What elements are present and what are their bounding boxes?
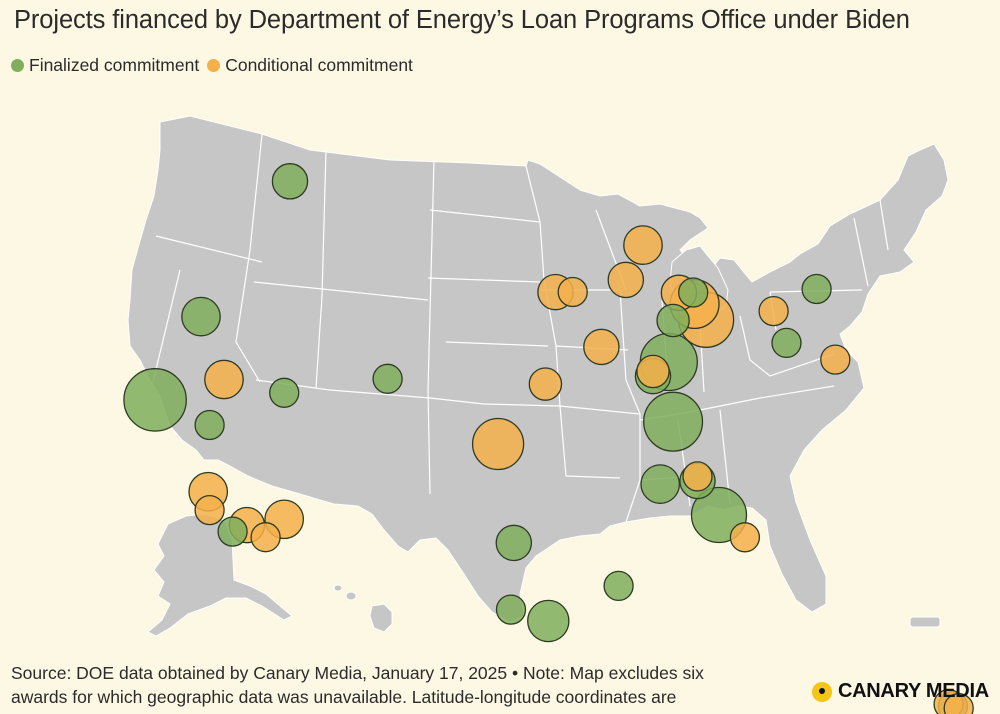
hawaii-island-shape [333,584,343,592]
project-bubble-finalized[interactable] [640,464,681,504]
project-bubble-finalized[interactable] [603,570,634,602]
project-bubble-conditional[interactable] [250,522,281,553]
state-border [427,277,541,283]
project-bubble-finalized[interactable] [181,296,221,337]
project-bubble-finalized[interactable] [527,599,570,643]
state-border [483,403,561,407]
legend-item-conditional: Conditional commitment [207,55,413,76]
state-border [559,405,641,415]
state-border [739,315,835,377]
project-bubble-finalized[interactable] [495,594,527,625]
project-bubble-finalized[interactable] [771,327,802,359]
project-bubble-finalized[interactable] [269,377,300,408]
project-bubble-finalized[interactable] [495,524,533,562]
project-bubble-conditional[interactable] [758,295,789,327]
legend-label-conditional: Conditional commitment [225,55,413,75]
legend-item-finalized: Finalized commitment [11,55,199,76]
footer-note: Source: DOE data obtained by Canary Medi… [11,661,791,709]
project-bubble-conditional[interactable] [194,494,225,526]
state-border [155,235,263,263]
state-border [445,341,549,347]
project-bubble-finalized[interactable] [372,363,403,394]
puerto-rico-shape [909,616,941,628]
canary-media-logo: CANARY MEDIA [812,680,989,703]
project-bubble-finalized[interactable] [643,391,704,452]
hawaii-shape [369,603,393,633]
project-bubble-conditional[interactable] [636,354,670,389]
project-bubble-finalized[interactable] [194,409,225,441]
project-bubble-finalized[interactable] [656,303,690,338]
project-bubble-finalized[interactable] [271,163,309,200]
state-border [525,165,567,477]
project-bubble-conditional[interactable] [204,359,244,400]
state-border [565,475,621,479]
legend-swatch-finalized [11,59,24,72]
state-border [429,209,541,223]
project-bubble-conditional[interactable] [607,261,645,299]
project-bubble-conditional[interactable] [471,417,525,471]
footer-line-1: Source: DOE data obtained by Canary Medi… [11,663,704,683]
project-bubble-conditional[interactable] [682,461,713,492]
legend-swatch-conditional [207,59,221,72]
state-border [315,149,327,389]
project-bubble-conditional[interactable] [557,276,588,308]
hawaii-island-shape [345,591,357,601]
project-bubble-conditional[interactable] [623,225,663,265]
legend: Finalized commitment Conditional commitm… [11,55,421,76]
project-bubbles [123,163,974,714]
state-border [151,269,181,387]
footer-line-2: awards for which geographic data was una… [11,687,677,707]
project-bubble-finalized[interactable] [801,273,832,305]
project-bubble-conditional[interactable] [820,344,851,375]
state-border [253,281,429,301]
legend-label-finalized: Finalized commitment [29,55,200,75]
alaska-shape [147,513,293,637]
brand-name: CANARY MEDIA [838,680,989,702]
state-border [719,409,731,505]
state-border [235,133,263,383]
project-bubble-conditional[interactable] [528,367,563,401]
project-bubble-finalized[interactable] [217,516,248,547]
project-bubble-conditional[interactable] [729,522,761,553]
project-bubble-conditional[interactable] [943,693,974,714]
project-bubble-finalized[interactable] [678,277,709,308]
project-bubble-finalized[interactable] [123,368,187,432]
state-border [853,217,869,287]
project-bubble-conditional[interactable] [583,328,620,366]
state-border [427,159,435,495]
state-border [619,289,641,523]
state-border [879,199,889,251]
canary-logo-icon [812,681,832,702]
map-title: Projects financed by Department of Energ… [14,6,910,34]
